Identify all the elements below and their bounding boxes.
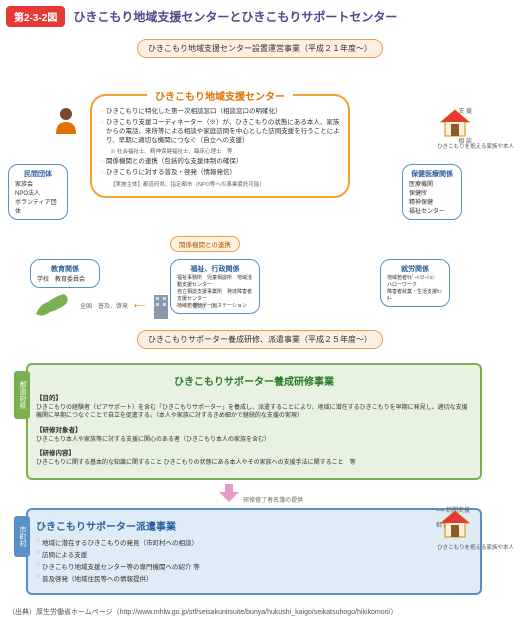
soudan-label: 相 談: [458, 136, 472, 145]
center-title: ひきこもり地域支援センター: [147, 88, 293, 103]
arrow-label: 研修修了者名簿の提供: [243, 495, 303, 504]
content-text: ひきこもりに関する基本的な知識に関すること ひきこもりの状態にある本人やその家族…: [36, 459, 472, 467]
box-title: 保健医療関係: [409, 169, 455, 179]
support-label: 支 援: [458, 106, 472, 115]
center-note: ※ 社会福祉士、精神保健福祉士、臨床心理士 等: [110, 147, 340, 155]
center-item: 関係機関との連携（包括的な支援体制の確保）: [100, 157, 340, 166]
city-item: 地域に潜在するひきこもりの発見（市町村への相談）: [36, 537, 472, 547]
center-box: ひきこもり地域支援センター ひきこもりに特化した第一次相談窓口（相談窓口の明確化…: [90, 94, 350, 198]
kyoiku-box: 教育関係 学校 教育委員会: [30, 259, 100, 288]
hoken-box: 保健医療関係 医療機関 保健所 精神保健 福祉センター: [402, 164, 462, 220]
box-title: 教育関係: [37, 264, 93, 274]
bottom-row: 全国 普及、啓発 ⟵ ⟶ 補助 国: [30, 290, 217, 320]
city-item: ひきこもり地域支援センター等の専門機関への紹介 等: [36, 561, 472, 571]
house2-label: ひきこもりを抱える家族や本人: [437, 543, 514, 551]
shuro-box: 就労関係 地域若者ｻﾎﾟｰﾄｽﾃｰｼｮﾝ ハローワーク 障害者就業・生活支援ｾﾝ…: [380, 259, 450, 307]
section2-diagram: 都道府県 ひきこもりサポーター養成研修事業 【目的】 ひきこもりの経験者（ピアサ…: [0, 355, 520, 603]
city-tab: 市町村: [14, 516, 30, 557]
house-label: ひきこもりを抱える家族や本人: [437, 142, 514, 150]
coordinator-icon: [50, 104, 82, 136]
center-note: 【実施主体】都道府県、指定都市（NPO等への事業委託可能）: [110, 180, 340, 188]
house-icon: ひきこもりを抱える家族や本人: [437, 104, 514, 150]
target-text: ひきこもり本人や家族等に対する支援に関心のある者（ひきこもり本人の家族を含む）: [36, 436, 472, 444]
figure-tag: 第2-3-2図: [6, 6, 65, 27]
figure-header: 第2-3-2図 ひきこもり地域支援センターとひきこもりサポートセンター: [0, 0, 520, 33]
city-title: ひきこもりサポーター派遣事業: [36, 518, 472, 533]
link-label: 関係機関との連携: [170, 236, 240, 252]
fukyuu-label: 普及、啓発: [98, 301, 128, 310]
kuni-label: 国: [211, 301, 217, 310]
section1-header: ひきこもり地域支援センター設置運営事業（平成２１年度～）: [137, 39, 383, 58]
target-heading: 【研修対象者】: [36, 424, 472, 434]
city-item: 訪問による支援: [36, 549, 472, 559]
building-icon: [152, 291, 170, 319]
purpose-heading: 【目的】: [36, 392, 472, 402]
center-item: ひきこもりに対する普及・啓発（情報発信）: [100, 168, 340, 177]
center-item: ひきこもり支援コーディネーター（※）が、ひきこもりの状態にある本人、家族からの電…: [100, 118, 340, 145]
box-title: 就労関係: [387, 264, 443, 274]
section1-diagram: ひきこもり地域支援センター ひきこもりに特化した第一次相談窓口（相談窓口の明確化…: [0, 64, 520, 324]
section2-header: ひきこもりサポーター養成研修、派遣事業（平成２５年度～）: [137, 330, 383, 349]
center-item: ひきこもりに特化した第一次相談窓口（相談窓口の明確化）: [100, 107, 340, 116]
arrow-down: 研修修了者名簿の提供: [8, 484, 512, 504]
content-heading: 【研修内容】: [36, 447, 472, 457]
minkan-box: 民間団体 家族会 NPO法人 ボランティア団体: [8, 164, 68, 220]
japan-map-icon: [30, 290, 74, 320]
figure-title: ひきこもり地域支援センターとひきこもりサポートセンター: [73, 8, 397, 25]
hoshu-label: 補助: [193, 301, 205, 310]
prefecture-box: 都道府県 ひきこもりサポーター養成研修事業 【目的】 ひきこもりの経験者（ピアサ…: [26, 363, 482, 480]
city-box: 市町村 ひきこもりサポーター派遣事業 地域に潜在するひきこもりの発見（市町村への…: [26, 508, 482, 595]
box-title: 福祉、行政関係: [177, 264, 253, 274]
zenkoku-label: 全国: [80, 301, 92, 310]
house2-icon: ひきこもりを抱える家族や本人: [437, 505, 514, 551]
pref-title: ひきこもりサポーター養成研修事業: [36, 373, 472, 388]
city-item: 普及啓発（地域住民等への情報提供）: [36, 573, 472, 583]
pref-tab: 都道府県: [14, 371, 30, 419]
box-title: 民間団体: [15, 169, 61, 179]
source-citation: （出典）厚生労働省ホームページ（http://www.mhlw.go.jp/st…: [0, 603, 520, 621]
purpose-text: ひきこもりの経験者（ピアサポート）を含む「ひきこもりサポーター」を養成し、派遣す…: [36, 404, 472, 421]
